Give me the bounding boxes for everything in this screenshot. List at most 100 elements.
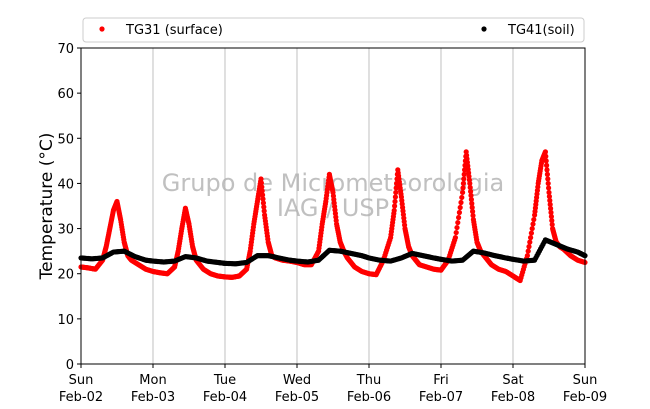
x-tick-label: Thu Feb-06: [347, 373, 391, 405]
data-point: [467, 180, 473, 187]
y-tick-label: 40: [57, 177, 74, 192]
data-point: [128, 257, 134, 263]
data-point: [172, 258, 178, 264]
data-point: [398, 194, 404, 200]
data-point: [330, 189, 336, 196]
data-point-fill: [549, 217, 555, 224]
data-point: [150, 268, 156, 275]
data-point: [161, 259, 167, 265]
data-point: [337, 239, 343, 245]
data-point-fill: [468, 188, 474, 195]
data-point: [132, 253, 138, 260]
data-point: [107, 225, 113, 232]
data-point: [182, 205, 188, 211]
data-point-fill: [543, 153, 549, 159]
y-tick-label: 0: [66, 358, 74, 373]
data-point-fill: [459, 194, 465, 201]
data-point-fill: [456, 209, 462, 216]
data-point-fill: [258, 180, 264, 186]
data-point: [449, 258, 455, 264]
data-point: [474, 239, 480, 245]
data-point: [463, 149, 469, 155]
data-point: [316, 257, 322, 263]
data-point: [402, 225, 408, 232]
data-point: [103, 244, 109, 250]
data-point: [265, 239, 271, 245]
x-tick-label: Sun Feb-02: [59, 373, 103, 405]
data-point-fill: [547, 197, 553, 204]
data-point: [492, 253, 498, 259]
data-point-fill: [260, 196, 266, 202]
data-point-fill: [525, 248, 531, 254]
data-point: [215, 273, 221, 279]
data-point: [244, 266, 250, 272]
data-point: [406, 244, 412, 250]
data-point-fill: [468, 196, 474, 203]
data-point-fill: [526, 244, 532, 250]
plot-frame: [80, 47, 586, 365]
x-tick-label: Wed Feb-05: [275, 373, 319, 405]
y-tick-label: 10: [57, 313, 74, 328]
data-point: [236, 273, 242, 279]
legend-label-soil: TG41(soil): [507, 23, 575, 38]
data-point-fill: [544, 171, 551, 177]
data-point: [305, 259, 311, 265]
data-point: [373, 272, 379, 278]
data-point: [337, 248, 343, 254]
data-point: [319, 221, 325, 227]
data-point: [359, 268, 365, 275]
data-point: [503, 268, 509, 275]
legend: TG31 (surface) TG41(soil): [82, 17, 585, 43]
data-point: [254, 253, 260, 259]
data-point: [182, 253, 188, 260]
data-point-fill: [392, 203, 398, 209]
data-point-fill: [530, 221, 536, 227]
data-point-fill: [548, 213, 555, 220]
x-tick-label: Sat Feb-08: [491, 373, 535, 405]
data-point: [276, 255, 282, 261]
data-point: [452, 235, 458, 241]
data-point-fill: [528, 235, 534, 241]
data-point: [539, 158, 545, 164]
data-point-fill: [468, 192, 474, 199]
data-point: [344, 255, 350, 261]
series-soil: [78, 237, 588, 267]
data-point: [258, 176, 264, 182]
data-point: [157, 270, 163, 276]
y-tick-label: 20: [57, 268, 74, 283]
x-tick-label: Sun Feb-09: [563, 373, 607, 405]
data-point: [114, 198, 120, 205]
data-point: [359, 253, 365, 259]
data-point: [143, 266, 149, 272]
data-point-fill: [456, 214, 462, 221]
data-point: [150, 258, 156, 264]
x-axis: Sun Feb-02 Mon Feb-03 Tue Feb-04 Wed Feb-05 Thu F…: [59, 364, 607, 405]
data-point: [92, 266, 98, 272]
data-point-fill: [455, 219, 461, 226]
data-point-fill: [529, 225, 535, 232]
data-point: [420, 253, 426, 259]
data-point: [470, 248, 476, 254]
data-point: [348, 250, 354, 256]
data-point-fill: [461, 176, 467, 182]
x-tick-label: Fri Feb-07: [419, 373, 463, 405]
legend-marker-soil: [481, 26, 487, 32]
data-point: [413, 257, 419, 263]
data-point-fill: [545, 180, 551, 187]
y-tick-label: 70: [57, 42, 74, 57]
data-point-fill: [548, 205, 554, 212]
data-point: [395, 167, 401, 173]
data-point-fill: [528, 230, 535, 236]
data-point-fill: [544, 167, 550, 173]
data-point: [110, 207, 116, 214]
data-point-fill: [259, 188, 265, 194]
data-point-fill: [259, 184, 265, 190]
data-point-fill: [392, 198, 398, 205]
data-point: [388, 258, 394, 264]
data-point: [323, 198, 329, 205]
y-axis: 0 10 20 30 40 50 60 70: [57, 42, 81, 373]
data-point-fill: [470, 212, 476, 219]
data-point: [481, 250, 487, 256]
data-point-fill: [461, 171, 467, 177]
data-point-fill: [469, 200, 475, 207]
